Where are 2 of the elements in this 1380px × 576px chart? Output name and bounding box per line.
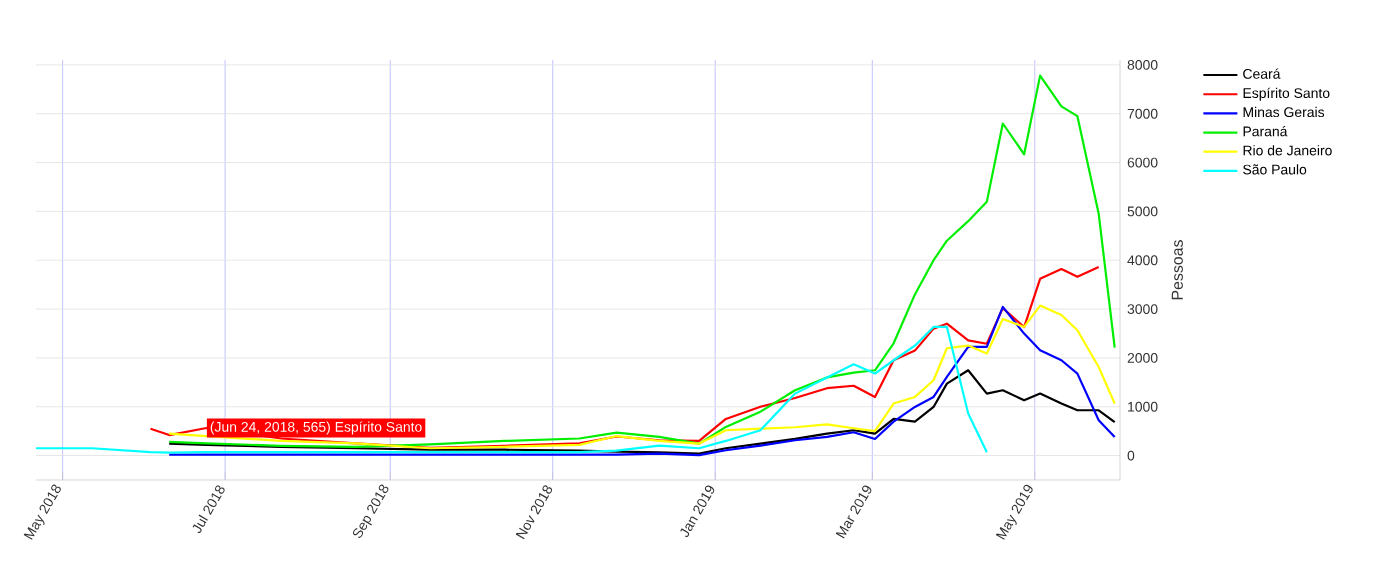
line-series xyxy=(168,74,1116,448)
line-series xyxy=(168,369,1116,455)
